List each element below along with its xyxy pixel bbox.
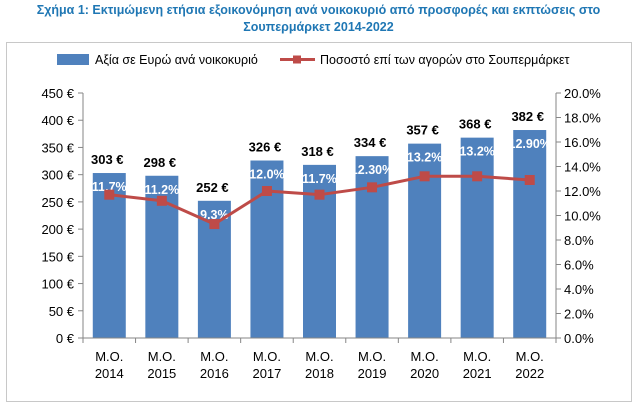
- y-left-tick-label: 0 €: [56, 331, 75, 346]
- x-tick-label-prefix: Μ.Ο.: [305, 349, 333, 364]
- y-right-tick-label: 8.0%: [564, 233, 594, 248]
- legend-line-marker: [293, 55, 301, 64]
- x-tick-label-year: 2017: [252, 366, 281, 381]
- line-point: [209, 219, 220, 230]
- legend-bar-swatch: [57, 54, 89, 65]
- line-data-label: 12.30%: [351, 163, 393, 177]
- x-tick-label-year: 2021: [463, 366, 492, 381]
- x-tick-label-year: 2018: [305, 366, 334, 381]
- line-point: [156, 195, 167, 206]
- x-tick-label-prefix: Μ.Ο.: [411, 349, 439, 364]
- line-point: [472, 171, 483, 182]
- bar-data-label: 252 €: [196, 180, 229, 195]
- line-data-label: 11.7%: [92, 180, 127, 194]
- x-tick-label-year: 2016: [200, 366, 229, 381]
- x-tick-label-year: 2019: [358, 366, 387, 381]
- y-right-tick-label: 2.0%: [564, 307, 594, 322]
- x-tick-label-year: 2020: [410, 366, 439, 381]
- chart-frame: [6, 42, 632, 402]
- y-left-tick-label: 200 €: [41, 222, 74, 237]
- y-right-tick-label: 20.0%: [564, 86, 601, 101]
- legend-bar-label: Αξία σε Ευρώ ανά νοικοκυριό: [95, 53, 258, 67]
- y-right-tick-label: 4.0%: [564, 282, 594, 297]
- chart-title-line-1: Σχήμα 1: Εκτιμώμενη ετήσια εξοικονόμηση …: [36, 3, 601, 17]
- x-tick-label-year: 2015: [147, 366, 176, 381]
- y-right-tick-label: 18.0%: [564, 111, 601, 126]
- y-right-tick-label: 14.0%: [564, 160, 601, 175]
- x-tick-label-prefix: Μ.Ο.: [253, 349, 281, 364]
- x-tick-label-year: 2014: [95, 366, 124, 381]
- y-left-tick-label: 350 €: [41, 140, 74, 155]
- x-tick-label-prefix: Μ.Ο.: [358, 349, 386, 364]
- x-tick-label-prefix: Μ.Ο.: [516, 349, 544, 364]
- x-tick-label-prefix: Μ.Ο.: [200, 349, 228, 364]
- y-left-tick-label: 100 €: [41, 277, 74, 292]
- line-point: [261, 186, 272, 196]
- line-data-label: 12.0%: [249, 168, 284, 182]
- line-point: [314, 189, 325, 200]
- line-data-label: 12.90%: [509, 137, 551, 151]
- y-left-tick-label: 450 €: [41, 86, 74, 101]
- chart-title: Σχήμα 1: Εκτιμώμενη ετήσια εξοικονόμηση …: [0, 2, 637, 36]
- y-left-tick-label: 400 €: [41, 113, 74, 128]
- bar-data-label: 318 €: [301, 144, 334, 159]
- bar-data-label: 382 €: [511, 109, 544, 124]
- y-left-tick-label: 150 €: [41, 249, 74, 264]
- bar-data-label: 303 €: [91, 152, 124, 167]
- line-point: [524, 174, 535, 185]
- y-right-tick-label: 0.0%: [564, 331, 594, 346]
- y-left-tick-label: 300 €: [41, 168, 74, 183]
- bar-data-label: 368 €: [459, 117, 492, 132]
- line-point: [367, 182, 378, 193]
- bar: [513, 130, 547, 338]
- y-right-tick-label: 12.0%: [564, 184, 601, 199]
- x-tick-label-prefix: Μ.Ο.: [463, 349, 491, 364]
- bar-data-label: 334 €: [354, 135, 387, 150]
- x-tick-label-prefix: Μ.Ο.: [148, 349, 176, 364]
- bar-data-label: 298 €: [144, 155, 177, 170]
- y-left-tick-label: 250 €: [41, 195, 74, 210]
- y-left-tick-label: 50 €: [49, 304, 75, 319]
- bar-data-label: 326 €: [249, 140, 282, 155]
- line-point: [104, 189, 115, 200]
- y-right-tick-label: 16.0%: [564, 135, 601, 150]
- line-data-label: 11.7%: [302, 172, 337, 186]
- bar: [460, 137, 494, 338]
- y-right-tick-label: 6.0%: [564, 258, 594, 273]
- line-point: [419, 171, 430, 182]
- line-data-label: 13.2%: [407, 151, 442, 165]
- line-data-label: 13.2%: [459, 145, 494, 159]
- chart-title-line-2: Σουπερμάρκετ 2014-2022: [243, 20, 394, 34]
- bar: [92, 173, 126, 338]
- x-tick-label-prefix: Μ.Ο.: [95, 349, 123, 364]
- y-right-tick-label: 10.0%: [564, 209, 601, 224]
- line-data-label: 11.2%: [144, 183, 179, 197]
- bar-data-label: 357 €: [406, 123, 439, 138]
- x-tick-label-year: 2022: [515, 366, 544, 381]
- legend-line-label: Ποσοστό επί των αγορών στο Σουπερμάρκετ: [320, 53, 570, 67]
